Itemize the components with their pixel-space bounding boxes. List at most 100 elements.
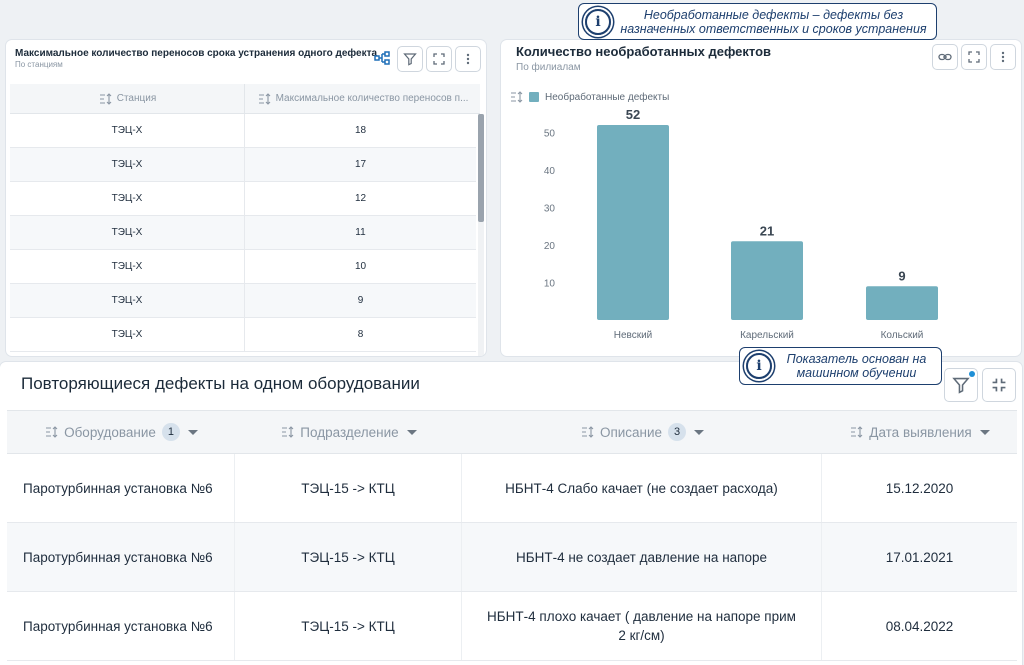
cell-division: ТЭЦ-15 -> КТЦ [235,523,462,591]
cell-station: ТЭЦ-Х [10,318,245,351]
table-header: Оборудование 1 Подразделение Описание 3 … [7,410,1017,454]
bar-chart: 10 20 30 40 50 52 Невский 21 Карельский 9 Кольский [544,110,938,341]
table-body: ТЭЦ-Х 18 ТЭЦ-Х 17 ТЭЦ-Х 12 ТЭЦ-Х 11 ТЭЦ-Х 10 … [10,114,476,356]
filter-button[interactable] [397,46,423,72]
sort-icon [851,426,863,438]
column-header-division[interactable]: Подразделение [235,411,462,453]
legend-label[interactable]: Необработанные дефекты [545,91,670,103]
callout-text: Показатель основан на машинном обучении [786,352,927,380]
cell-division: ТЭЦ-15 -> КТЦ [235,592,462,660]
cell-value: 9 [357,295,364,306]
cell-equipment: Паротурбинная установка №6 [7,592,235,660]
unprocessed-defects-callout: i Необработанные дефекты – дефекты без н… [578,3,937,40]
filter-button[interactable] [944,368,978,402]
cell-station: ТЭЦ-Х [10,114,245,147]
collapse-icon [992,378,1006,392]
chevron-down-icon[interactable] [979,429,990,435]
chevron-down-icon[interactable] [406,429,417,435]
collapse-button[interactable] [982,368,1016,402]
max-postponements-card: Максимальное количество переносов срока … [6,40,486,356]
table-row[interactable]: ТЭЦ-Х 18 [10,114,476,148]
more-button[interactable] [455,46,481,72]
column-header-date[interactable]: Дата выявления [822,411,1017,453]
link-icon [938,53,952,61]
card-title: Количество необработанных дефектов [516,44,772,59]
y-tick-label: 10 [544,279,556,290]
chart-legend: Необработанные дефекты [509,90,669,104]
column-label: Описание [599,424,663,440]
y-tick-label: 40 [544,166,556,177]
bar[interactable] [866,286,938,320]
column-header-max-postponements[interactable]: Максимальное количество переносов п... [245,84,480,113]
cell-date: 08.04.2022 [885,618,954,634]
unprocessed-defects-card: Количество необработанных дефектов По фи… [501,40,1021,356]
table-header: Станция Максимальное количество переносо… [10,84,480,114]
cell-value: 17 [354,159,367,170]
table-row[interactable]: Паротурбинная установка №6 ТЭЦ-15 -> КТЦ… [7,592,1017,661]
cell-value: 11 [355,227,366,238]
column-header-equipment[interactable]: Оборудование 1 [7,411,235,453]
cell-station: ТЭЦ-Х [10,148,245,181]
column-header-description[interactable]: Описание 3 [462,411,822,453]
cell-station: ТЭЦ-Х [10,182,245,215]
sort-icon [46,426,58,438]
tree-icon[interactable] [374,50,390,66]
scrollbar-thumb[interactable] [478,114,484,222]
table-scrollbar[interactable] [478,114,484,356]
more-vertical-icon [466,53,470,65]
table-row[interactable]: ТЭЦ-Х 10 [10,250,476,284]
table-row[interactable]: ТЭЦ-Х 11 [10,216,476,250]
more-vertical-icon [1001,51,1005,63]
table-row[interactable]: ТЭЦ-Х 17 [10,148,476,182]
cell-date: 15.12.2020 [885,480,954,496]
sort-icon[interactable] [509,90,523,104]
data-label: 21 [760,223,774,238]
y-tick-label: 50 [544,129,556,140]
expand-icon [433,53,445,65]
data-label: 52 [626,110,640,122]
cell-equipment: Паротурбинная установка №6 [7,454,235,522]
column-label: Подразделение [300,424,399,440]
cell-value: 10 [354,261,367,272]
filter-icon [952,377,970,394]
expand-button[interactable] [426,46,452,72]
card-subtitle: По станциям [15,60,63,69]
bar[interactable] [731,241,803,320]
cell-description: НБНТ-4 плохо качает ( давление на напоре… [462,592,822,660]
table-row[interactable]: ТЭЦ-Х 9 [10,284,476,318]
table-row[interactable]: Паротурбинная установка №6 ТЭЦ-15 -> КТЦ… [7,454,1017,523]
sort-icon [99,92,112,105]
link-button[interactable] [932,44,958,70]
table-row[interactable]: ТЭЦ-Х 8 [10,318,476,352]
y-tick-label: 30 [544,204,556,215]
info-icon: i [746,353,772,379]
card-subtitle: По филиалам [516,62,581,73]
ml-indicator-callout: i Показатель основан на машинном обучени… [739,347,942,385]
cell-value: 18 [354,125,367,136]
chevron-down-icon[interactable] [187,429,198,435]
table-row[interactable]: Паротурбинная установка №6 ТЭЦ-15 -> КТЦ… [7,523,1017,592]
active-filter-dot [969,371,975,377]
sort-order-badge: 3 [668,423,687,441]
cell-station: ТЭЦ-Х [10,284,245,317]
x-tick-label: Невский [614,330,653,341]
cell-division: ТЭЦ-15 -> КТЦ [235,454,462,522]
repeated-defects-card: Повторяющиеся дефекты на одном оборудова… [0,362,1022,665]
y-tick-label: 20 [544,241,556,252]
cell-description: НБНТ-4 не создает давление на напоре [462,523,822,591]
table-row[interactable]: ТЭЦ-Х 12 [10,182,476,216]
more-button[interactable] [990,44,1016,70]
cell-station: ТЭЦ-Х [10,216,245,249]
cell-value: 8 [357,329,364,340]
card-title: Повторяющиеся дефекты на одном оборудова… [21,374,420,393]
bar[interactable] [597,125,669,320]
expand-icon [968,51,980,63]
expand-button[interactable] [961,44,987,70]
chevron-down-icon[interactable] [694,429,705,435]
column-label: Дата выявления [869,424,972,440]
column-header-station[interactable]: Станция [10,84,245,113]
callout-text: Необработанные дефекты – дефекты без наз… [620,7,927,36]
cell-station: ТЭЦ-Х [10,250,245,283]
cell-date: 17.01.2021 [885,549,954,565]
